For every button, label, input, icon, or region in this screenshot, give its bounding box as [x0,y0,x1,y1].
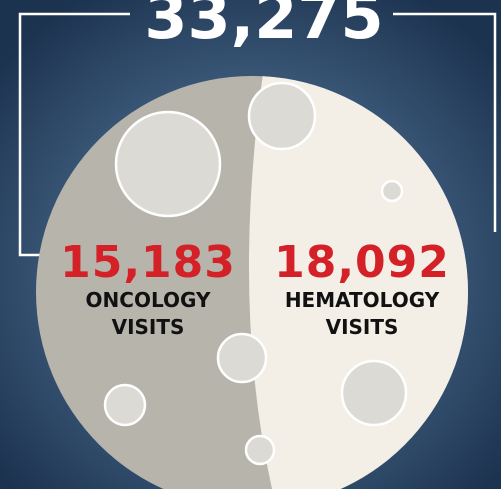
infographic: 33,275 15,183 ONCOLOGY VISITS 18,092 HEM… [0,0,501,489]
page: 33,275 15,183 ONCOLOGY VISITS 18,092 HEM… [0,0,501,489]
hematology-label: VISITS [326,315,399,339]
oncology-label: VISITS [112,315,185,339]
oncology-value: 15,183 [60,237,236,288]
hematology-value: 18,092 [274,237,450,288]
hematology-label: HEMATOLOGY [285,288,440,312]
total: 33,275 [144,0,383,53]
oncology-label: ONCOLOGY [86,288,211,312]
